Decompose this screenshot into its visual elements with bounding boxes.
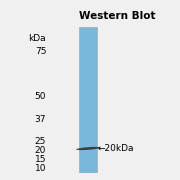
- Text: ←20kDa: ←20kDa: [98, 144, 134, 153]
- Text: Western Blot: Western Blot: [79, 11, 156, 21]
- Bar: [79, 27, 97, 173]
- Ellipse shape: [76, 147, 100, 150]
